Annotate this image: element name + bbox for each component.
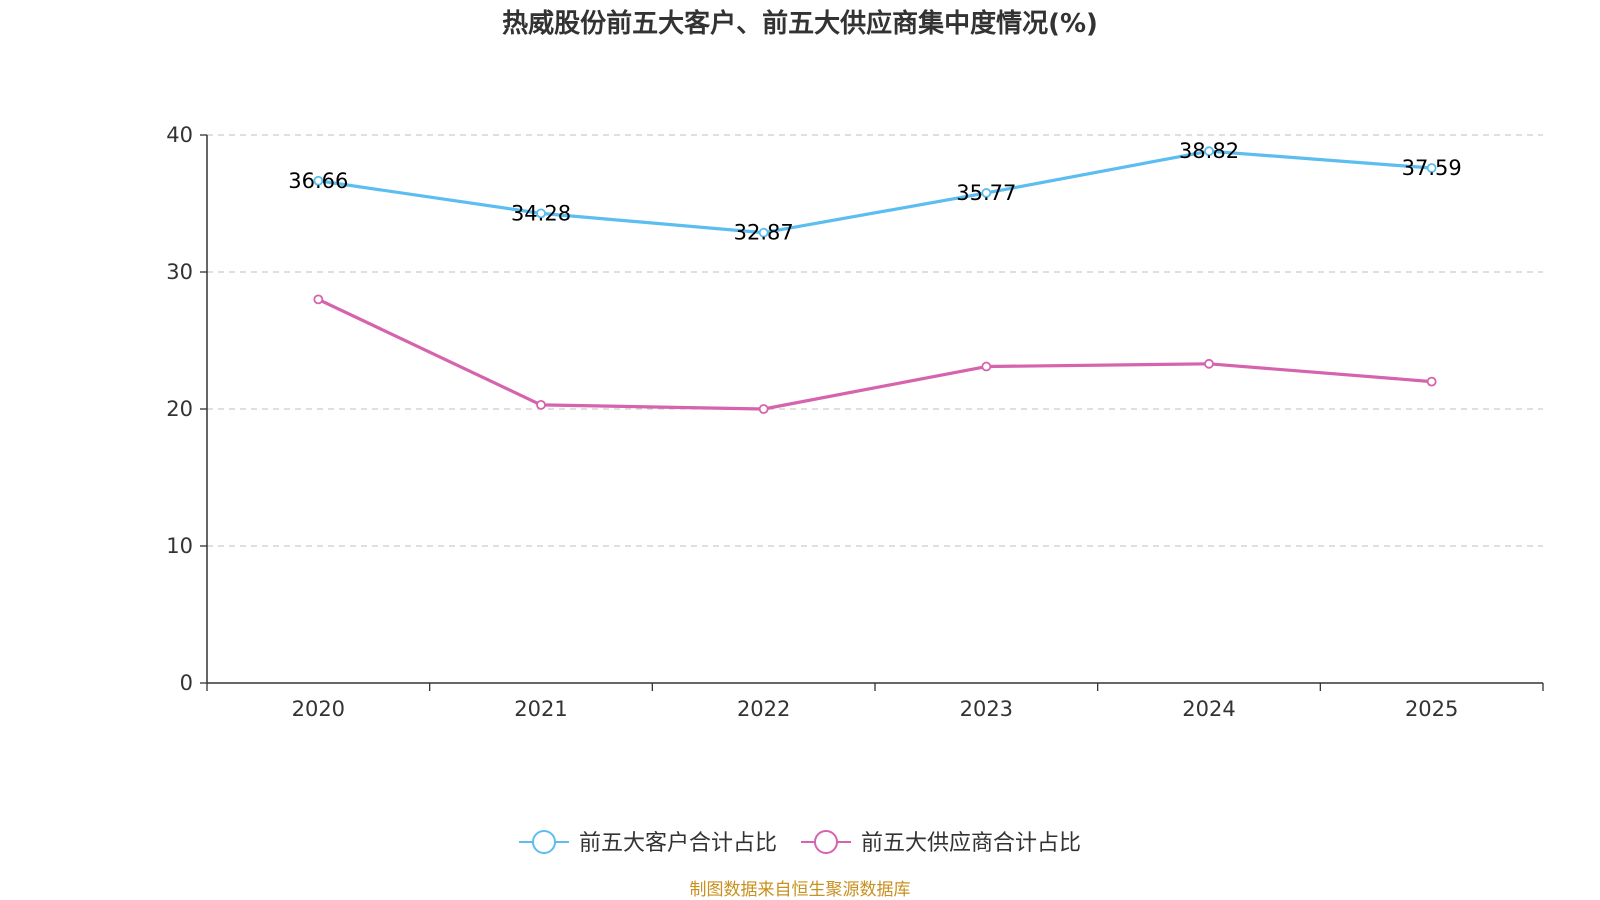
data-label: 37.59 bbox=[1402, 156, 1462, 180]
y-tick-label: 30 bbox=[166, 260, 193, 284]
series-line-1 bbox=[318, 149, 1432, 235]
data-label: 38.82 bbox=[1179, 139, 1239, 163]
data-label: 35.77 bbox=[956, 181, 1016, 205]
legend-marker bbox=[532, 830, 556, 854]
data-point bbox=[981, 361, 992, 372]
x-tick-label: 2023 bbox=[960, 697, 1013, 721]
data-point bbox=[536, 208, 546, 219]
data-point bbox=[313, 175, 324, 186]
x-tick-label: 2024 bbox=[1182, 697, 1235, 721]
legend-label: 前五大客户合计占比 bbox=[579, 831, 777, 856]
legend-item-2: 前五大供应商合计占比 bbox=[801, 830, 1081, 856]
data-point bbox=[1204, 358, 1214, 369]
data-point bbox=[313, 294, 324, 305]
data-point bbox=[1426, 376, 1437, 387]
data-label: 34.28 bbox=[511, 201, 571, 225]
y-tick-label: 0 bbox=[180, 671, 193, 695]
x-tick-label: 2021 bbox=[514, 697, 567, 721]
data-label: 36.66 bbox=[288, 169, 348, 193]
legend: 前五大客户合计占比 前五大供应商合计占比 bbox=[519, 830, 1081, 856]
x-tick-label: 2025 bbox=[1405, 697, 1458, 721]
data-point bbox=[536, 399, 546, 410]
series-layer: 36.66 34.28 32.87 35.77 38.82 37.59 bbox=[288, 139, 1462, 414]
y-tick-label: 10 bbox=[166, 534, 193, 558]
y-tick-label: 20 bbox=[166, 397, 193, 421]
legend-marker bbox=[814, 830, 838, 854]
data-point bbox=[758, 227, 769, 238]
series-line-2 bbox=[317, 297, 1432, 411]
grid-lines bbox=[207, 134, 1543, 547]
axes: 0 10 20 30 40 2020 2021 2022 2023 2024 2025 bbox=[166, 123, 1544, 721]
data-point bbox=[1204, 146, 1214, 157]
data-label: 32.87 bbox=[734, 221, 794, 245]
legend-item-1: 前五大客户合计占比 bbox=[519, 830, 777, 856]
y-tick-label: 40 bbox=[166, 123, 193, 147]
x-tick-label: 2022 bbox=[737, 697, 790, 721]
data-point bbox=[981, 188, 992, 198]
x-tick-label: 2020 bbox=[292, 697, 345, 721]
source-note: 制图数据来自恒生聚源数据库 bbox=[690, 880, 911, 900]
chart-title: 热威股份前五大客户、前五大供应商集中度情况(%) bbox=[502, 8, 1098, 39]
data-point bbox=[1426, 163, 1437, 173]
data-point bbox=[758, 404, 769, 414]
legend-label: 前五大供应商合计占比 bbox=[861, 831, 1081, 856]
